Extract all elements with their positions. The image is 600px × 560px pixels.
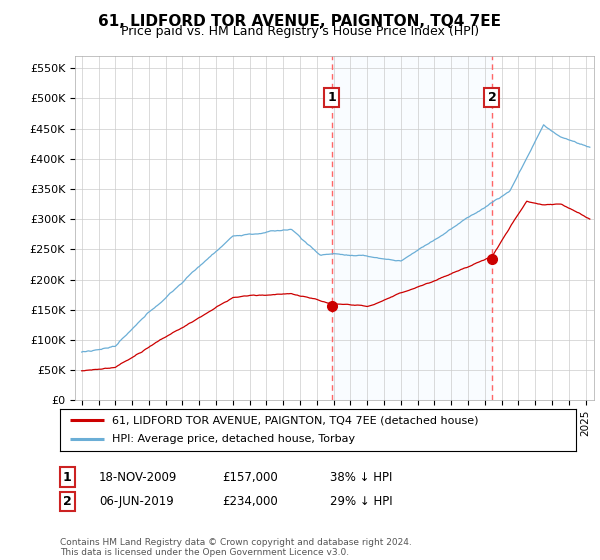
- Text: 06-JUN-2019: 06-JUN-2019: [99, 494, 174, 508]
- Text: 2: 2: [63, 494, 71, 508]
- Text: 18-NOV-2009: 18-NOV-2009: [99, 470, 178, 484]
- Text: 38% ↓ HPI: 38% ↓ HPI: [330, 470, 392, 484]
- Bar: [332, 56, 492, 400]
- Text: 1: 1: [327, 91, 336, 104]
- Text: 29% ↓ HPI: 29% ↓ HPI: [330, 494, 392, 508]
- Text: Contains HM Land Registry data © Crown copyright and database right 2024.
This d: Contains HM Land Registry data © Crown c…: [60, 538, 412, 557]
- Text: £157,000: £157,000: [222, 470, 278, 484]
- Text: 61, LIDFORD TOR AVENUE, PAIGNTON, TQ4 7EE (detached house): 61, LIDFORD TOR AVENUE, PAIGNTON, TQ4 7E…: [112, 415, 478, 425]
- Text: 61, LIDFORD TOR AVENUE, PAIGNTON, TQ4 7EE: 61, LIDFORD TOR AVENUE, PAIGNTON, TQ4 7E…: [98, 14, 502, 29]
- Text: Price paid vs. HM Land Registry's House Price Index (HPI): Price paid vs. HM Land Registry's House …: [121, 25, 479, 38]
- Text: 2: 2: [488, 91, 496, 104]
- Text: HPI: Average price, detached house, Torbay: HPI: Average price, detached house, Torb…: [112, 435, 355, 445]
- Text: 1: 1: [63, 470, 71, 484]
- Text: £234,000: £234,000: [222, 494, 278, 508]
